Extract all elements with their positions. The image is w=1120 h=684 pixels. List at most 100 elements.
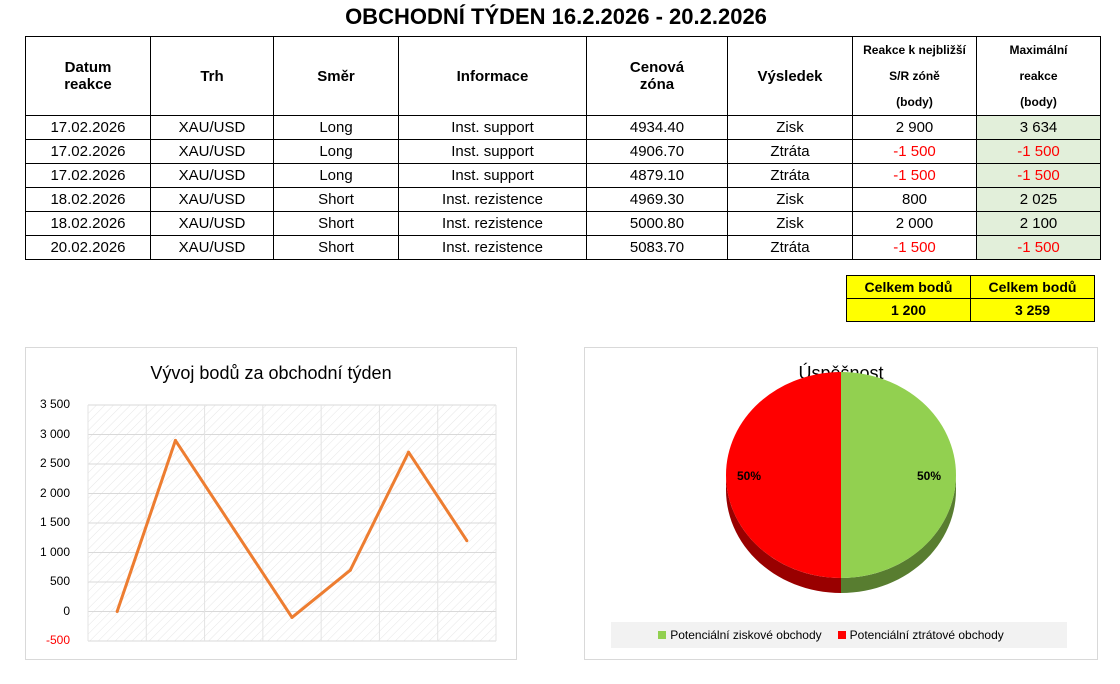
legend-item-win: Potenciální ziskové obchody: [658, 628, 822, 642]
cell-max: -1 500: [976, 163, 1101, 188]
cell-info: Inst. support: [398, 115, 587, 140]
trades-table: Datum reakce Trh Směr Informace Cenová zón…: [25, 36, 1101, 260]
pie-chart: Úspěšnost 50% 50% Potenciální ziskové ob…: [584, 347, 1098, 660]
cell-info: Inst. support: [398, 139, 587, 164]
cell-direction: Short: [273, 187, 399, 212]
cell-reaction: -1 500: [852, 139, 977, 164]
cell-zone: 4934.40: [586, 115, 728, 140]
cell-result: Zisk: [727, 115, 853, 140]
cell-info: Inst. support: [398, 163, 587, 188]
cell-zone: 5083.70: [586, 235, 728, 260]
cell-market: XAU/USD: [150, 163, 274, 188]
legend-label-win: Potenciální ziskové obchody: [670, 628, 822, 642]
cell-market: XAU/USD: [150, 115, 274, 140]
cell-direction: Long: [273, 115, 399, 140]
cell-date: 17.02.2026: [25, 163, 151, 188]
table-row: 20.02.2026 XAU/USD Short Inst. rezistence 50…: [25, 235, 1101, 260]
cell-date: 17.02.2026: [25, 115, 151, 140]
line-plot: [87, 404, 497, 642]
legend-swatch-win: [658, 631, 667, 639]
total-reaction-label: Celkem bodů: [846, 275, 971, 299]
table-row: 17.02.2026 XAU/USD Long Inst. support 4906.7…: [25, 139, 1101, 164]
cell-reaction: 800: [852, 187, 977, 212]
header-market: Trh: [150, 36, 274, 116]
table-row: 18.02.2026 XAU/USD Short Inst. rezistence 50…: [25, 211, 1101, 236]
header-zone: Cenová zóna: [586, 36, 728, 116]
total-reaction-value: 1 200: [846, 298, 971, 322]
table-row: 17.02.2026 XAU/USD Long Inst. support 4879.1…: [25, 163, 1101, 188]
y-tick-label: 2 500: [39, 456, 70, 470]
series-point: [348, 568, 352, 572]
line-chart-title: Vývoj bodů za obchodní týden: [150, 363, 392, 383]
header-direction: Směr: [273, 36, 399, 116]
cell-max: 3 634: [976, 115, 1101, 140]
page-title: OBCHODNÍ TÝDEN 16.2.2026 - 20.2.2026: [345, 4, 767, 29]
series-point: [407, 450, 411, 454]
cell-result: Ztráta: [727, 235, 853, 260]
cell-direction: Long: [273, 163, 399, 188]
totals-table: Celkem bodů Celkem bodů 1 200 3 259: [846, 275, 1095, 322]
cell-market: XAU/USD: [150, 235, 274, 260]
cell-zone: 4879.10: [586, 163, 728, 188]
cell-reaction: 2 900: [852, 115, 977, 140]
cell-info: Inst. rezistence: [398, 235, 587, 260]
cell-market: XAU/USD: [150, 187, 274, 212]
cell-result: Zisk: [727, 211, 853, 236]
cell-max: -1 500: [976, 139, 1101, 164]
cell-zone: 4906.70: [586, 139, 728, 164]
cell-result: Zisk: [727, 187, 853, 212]
header-reaction: Reakce k nejbližší S/R zóně (body): [852, 36, 977, 116]
pie-legend: Potenciální ziskové obchody Potenciální …: [611, 622, 1067, 648]
total-max-label: Celkem bodů: [970, 275, 1095, 299]
cell-date: 17.02.2026: [25, 139, 151, 164]
y-tick-label: 2 000: [39, 485, 70, 500]
pie-slice-loss: [726, 372, 841, 578]
line-chart: Vývoj bodů za obchodní týden -500 0 500 1 0…: [25, 347, 517, 660]
pie-slice-win: [841, 372, 956, 578]
pie-label-win: 50%: [917, 469, 942, 483]
cell-market: XAU/USD: [150, 211, 274, 236]
series-point: [290, 615, 294, 619]
series-point: [115, 610, 119, 613]
header-max-reaction: Maximální reakce (body): [976, 36, 1101, 116]
cell-direction: Long: [273, 139, 399, 164]
cell-info: Inst. rezistence: [398, 211, 587, 236]
pie-label-loss: 50%: [737, 469, 762, 483]
table-row: 17.02.2026 XAU/USD Long Inst. support 4934.4…: [25, 115, 1101, 140]
legend-swatch-loss: [837, 631, 846, 639]
cell-reaction: -1 500: [852, 235, 977, 260]
cell-max: 2 100: [976, 211, 1101, 236]
cell-date: 18.02.2026: [25, 211, 151, 236]
header-info: Informace: [398, 36, 587, 116]
legend-item-loss: Potenciální ztrátové obchody: [837, 628, 1004, 642]
cell-max: 2 025: [976, 187, 1101, 212]
pie-slice-side: [841, 475, 956, 593]
cell-zone: 5000.80: [586, 211, 728, 236]
cell-direction: Short: [273, 211, 399, 236]
cell-max: -1 500: [976, 235, 1101, 260]
y-tick-label: 500: [49, 574, 70, 588]
y-tick-label: 1 500: [39, 515, 70, 529]
series-point: [173, 438, 177, 442]
legend-label-loss: Potenciální ztrátové obchody: [849, 628, 1004, 642]
y-tick-label: 3 500: [39, 397, 70, 411]
y-tick-label: -500: [45, 633, 70, 647]
cell-reaction: -1 500: [852, 163, 977, 188]
pie-slice-side: [726, 475, 841, 593]
series-point: [465, 539, 469, 543]
y-tick-label: 3 000: [39, 426, 70, 441]
pie-plot: [726, 372, 956, 593]
cell-date: 20.02.2026: [25, 235, 151, 260]
cell-result: Ztráta: [727, 139, 853, 164]
y-tick-label: 1 000: [39, 544, 70, 559]
series-point: [232, 527, 236, 531]
cell-date: 18.02.2026: [25, 187, 151, 212]
cell-info: Inst. rezistence: [398, 187, 587, 212]
cell-direction: Short: [273, 235, 399, 260]
header-result: Výsledek: [727, 36, 853, 116]
header-date: Datum reakce: [25, 36, 151, 116]
y-tick-label: 0: [63, 603, 70, 618]
cell-reaction: 2 000: [852, 211, 977, 236]
cell-market: XAU/USD: [150, 139, 274, 164]
table-row: 18.02.2026 XAU/USD Short Inst. rezistence 49…: [25, 187, 1101, 212]
